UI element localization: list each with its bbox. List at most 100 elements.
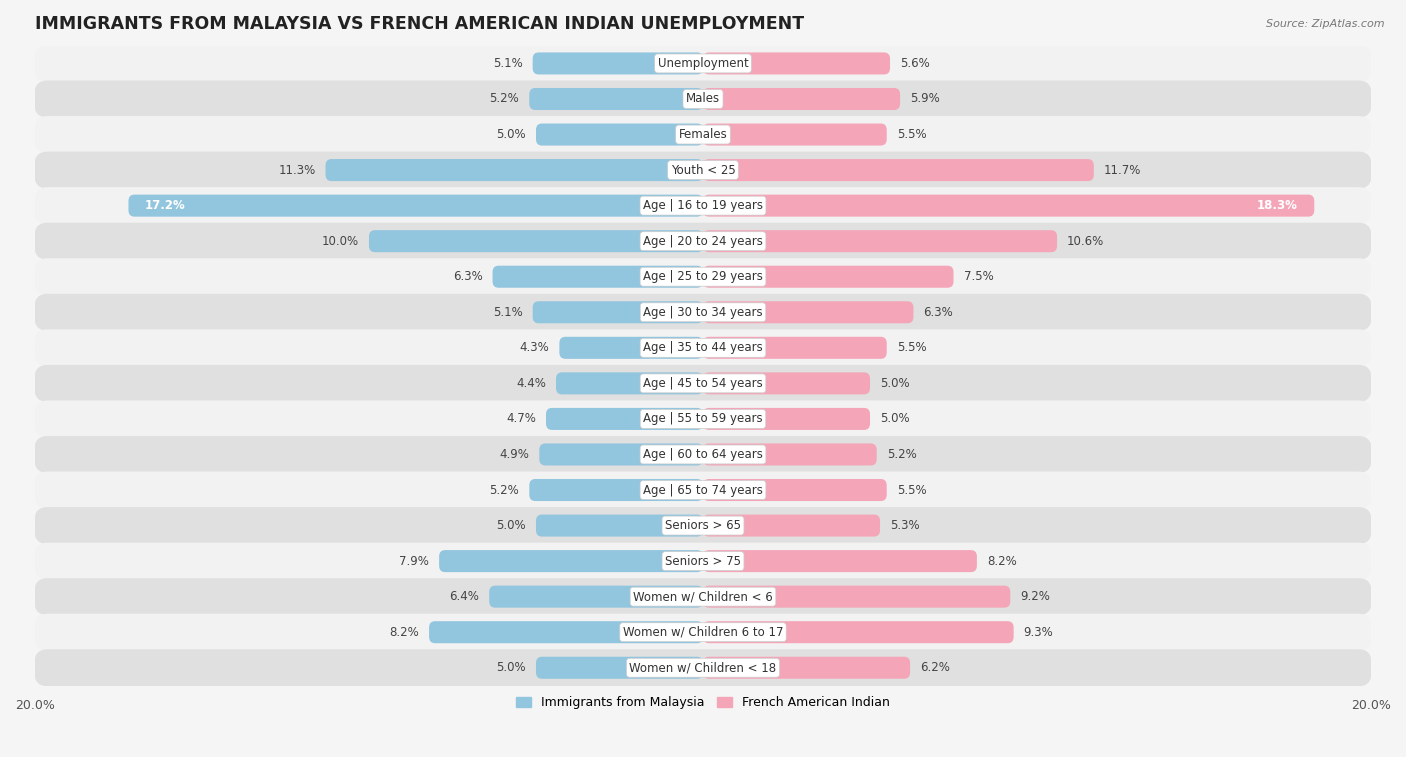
Text: 5.5%: 5.5%	[897, 341, 927, 354]
Text: Age | 25 to 29 years: Age | 25 to 29 years	[643, 270, 763, 283]
FancyBboxPatch shape	[703, 408, 870, 430]
Text: 5.2%: 5.2%	[489, 92, 519, 105]
Text: IMMIGRANTS FROM MALAYSIA VS FRENCH AMERICAN INDIAN UNEMPLOYMENT: IMMIGRANTS FROM MALAYSIA VS FRENCH AMERI…	[35, 15, 804, 33]
Text: 7.5%: 7.5%	[963, 270, 993, 283]
Text: 5.5%: 5.5%	[897, 484, 927, 497]
Text: Unemployment: Unemployment	[658, 57, 748, 70]
FancyBboxPatch shape	[439, 550, 703, 572]
FancyBboxPatch shape	[489, 586, 703, 608]
FancyBboxPatch shape	[34, 45, 1372, 82]
Text: 9.2%: 9.2%	[1021, 590, 1050, 603]
Text: 5.1%: 5.1%	[494, 57, 523, 70]
FancyBboxPatch shape	[703, 337, 887, 359]
Text: Source: ZipAtlas.com: Source: ZipAtlas.com	[1267, 19, 1385, 29]
Text: 5.0%: 5.0%	[496, 128, 526, 141]
FancyBboxPatch shape	[34, 258, 1372, 295]
Text: 6.4%: 6.4%	[450, 590, 479, 603]
FancyBboxPatch shape	[529, 479, 703, 501]
FancyBboxPatch shape	[703, 621, 1014, 643]
FancyBboxPatch shape	[34, 543, 1372, 580]
FancyBboxPatch shape	[703, 159, 1094, 181]
Text: Age | 35 to 44 years: Age | 35 to 44 years	[643, 341, 763, 354]
Text: 6.2%: 6.2%	[920, 662, 950, 674]
FancyBboxPatch shape	[34, 151, 1372, 188]
FancyBboxPatch shape	[368, 230, 703, 252]
FancyBboxPatch shape	[34, 365, 1372, 402]
FancyBboxPatch shape	[703, 657, 910, 679]
Text: 5.0%: 5.0%	[880, 377, 910, 390]
Text: 5.1%: 5.1%	[494, 306, 523, 319]
FancyBboxPatch shape	[546, 408, 703, 430]
Text: 11.3%: 11.3%	[278, 164, 315, 176]
FancyBboxPatch shape	[703, 230, 1057, 252]
FancyBboxPatch shape	[703, 52, 890, 74]
Text: Seniors > 75: Seniors > 75	[665, 555, 741, 568]
FancyBboxPatch shape	[529, 88, 703, 110]
Text: 10.0%: 10.0%	[322, 235, 359, 248]
Text: Seniors > 65: Seniors > 65	[665, 519, 741, 532]
Text: Age | 30 to 34 years: Age | 30 to 34 years	[643, 306, 763, 319]
Text: 4.7%: 4.7%	[506, 413, 536, 425]
FancyBboxPatch shape	[555, 372, 703, 394]
Text: Women w/ Children < 6: Women w/ Children < 6	[633, 590, 773, 603]
Text: 5.0%: 5.0%	[496, 519, 526, 532]
FancyBboxPatch shape	[703, 123, 887, 145]
Text: 5.0%: 5.0%	[880, 413, 910, 425]
Text: 8.2%: 8.2%	[389, 626, 419, 639]
FancyBboxPatch shape	[34, 329, 1372, 366]
FancyBboxPatch shape	[533, 52, 703, 74]
Text: 17.2%: 17.2%	[145, 199, 186, 212]
FancyBboxPatch shape	[536, 123, 703, 145]
Text: Youth < 25: Youth < 25	[671, 164, 735, 176]
FancyBboxPatch shape	[703, 479, 887, 501]
Text: 5.2%: 5.2%	[489, 484, 519, 497]
Text: Age | 60 to 64 years: Age | 60 to 64 years	[643, 448, 763, 461]
FancyBboxPatch shape	[34, 223, 1372, 260]
Text: 5.5%: 5.5%	[897, 128, 927, 141]
Text: 6.3%: 6.3%	[453, 270, 482, 283]
FancyBboxPatch shape	[703, 372, 870, 394]
FancyBboxPatch shape	[34, 187, 1372, 224]
FancyBboxPatch shape	[492, 266, 703, 288]
FancyBboxPatch shape	[533, 301, 703, 323]
FancyBboxPatch shape	[34, 614, 1372, 651]
FancyBboxPatch shape	[34, 507, 1372, 544]
Text: 7.9%: 7.9%	[399, 555, 429, 568]
Text: Age | 16 to 19 years: Age | 16 to 19 years	[643, 199, 763, 212]
FancyBboxPatch shape	[326, 159, 703, 181]
FancyBboxPatch shape	[34, 400, 1372, 438]
FancyBboxPatch shape	[703, 444, 877, 466]
Text: Age | 20 to 24 years: Age | 20 to 24 years	[643, 235, 763, 248]
Text: 5.3%: 5.3%	[890, 519, 920, 532]
FancyBboxPatch shape	[540, 444, 703, 466]
Text: 6.3%: 6.3%	[924, 306, 953, 319]
FancyBboxPatch shape	[703, 266, 953, 288]
FancyBboxPatch shape	[703, 301, 914, 323]
Text: 4.9%: 4.9%	[499, 448, 529, 461]
Text: Women w/ Children < 18: Women w/ Children < 18	[630, 662, 776, 674]
FancyBboxPatch shape	[703, 88, 900, 110]
Text: 10.6%: 10.6%	[1067, 235, 1104, 248]
FancyBboxPatch shape	[34, 650, 1372, 687]
FancyBboxPatch shape	[34, 294, 1372, 331]
Text: Age | 45 to 54 years: Age | 45 to 54 years	[643, 377, 763, 390]
FancyBboxPatch shape	[34, 436, 1372, 473]
Text: 5.6%: 5.6%	[900, 57, 929, 70]
Text: Females: Females	[679, 128, 727, 141]
Text: 5.9%: 5.9%	[910, 92, 939, 105]
Text: 9.3%: 9.3%	[1024, 626, 1053, 639]
FancyBboxPatch shape	[560, 337, 703, 359]
Text: 11.7%: 11.7%	[1104, 164, 1142, 176]
Text: 5.0%: 5.0%	[496, 662, 526, 674]
Text: Women w/ Children 6 to 17: Women w/ Children 6 to 17	[623, 626, 783, 639]
Text: Age | 55 to 59 years: Age | 55 to 59 years	[643, 413, 763, 425]
FancyBboxPatch shape	[34, 116, 1372, 153]
FancyBboxPatch shape	[703, 515, 880, 537]
FancyBboxPatch shape	[34, 578, 1372, 615]
FancyBboxPatch shape	[34, 80, 1372, 117]
Text: 4.3%: 4.3%	[520, 341, 550, 354]
Legend: Immigrants from Malaysia, French American Indian: Immigrants from Malaysia, French America…	[510, 691, 896, 715]
FancyBboxPatch shape	[703, 550, 977, 572]
FancyBboxPatch shape	[703, 195, 1315, 217]
Text: 18.3%: 18.3%	[1257, 199, 1298, 212]
